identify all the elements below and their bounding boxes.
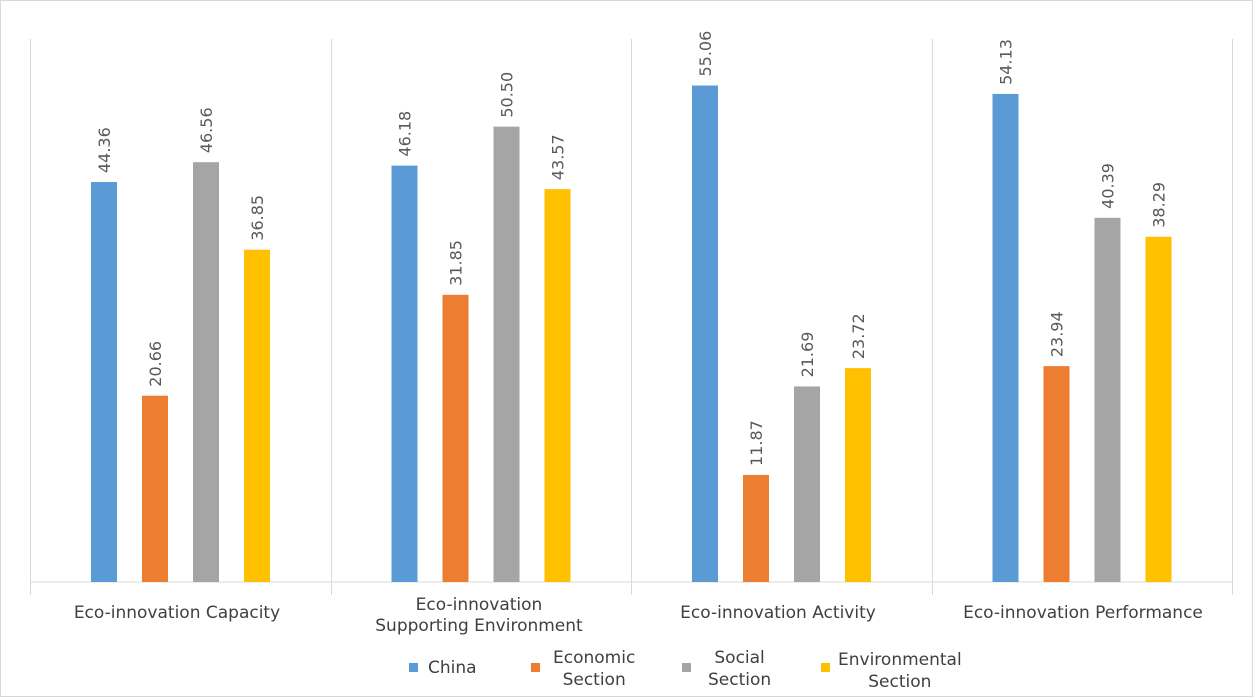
category-label-2-line-0: Eco-innovation Activity bbox=[680, 603, 876, 623]
legend-label-economic: Economic Section bbox=[553, 647, 635, 691]
data-label-s2-c2: 21.69 bbox=[798, 332, 817, 378]
category-label-1-line-0: Eco-innovation bbox=[415, 595, 543, 615]
bar-s2-c3 bbox=[1094, 217, 1121, 582]
legend-label-environmental: Environmental Section bbox=[838, 649, 962, 693]
data-label-s0-c1: 46.18 bbox=[396, 111, 415, 157]
bar-s3-c2 bbox=[845, 368, 871, 582]
legend-label-china: China bbox=[428, 657, 477, 679]
category-label-0: Eco-innovation Capacity bbox=[27, 603, 327, 624]
bar-s1-c1 bbox=[442, 294, 469, 582]
bar-s3-c3 bbox=[1145, 236, 1172, 582]
bar-s2-c2 bbox=[794, 386, 820, 582]
bar-s1-c3 bbox=[1043, 366, 1070, 582]
legend-label-environmental-line-1: Section bbox=[868, 672, 932, 692]
data-label-s2-c3: 40.39 bbox=[1099, 163, 1118, 209]
data-label-s1-c3: 23.94 bbox=[1048, 311, 1067, 357]
legend-swatch-economic bbox=[531, 663, 540, 672]
legend-label-social-line-1: Section bbox=[708, 670, 772, 690]
data-label-s2-c1: 50.50 bbox=[498, 72, 517, 118]
category-label-3-line-0: Eco-innovation Performance bbox=[963, 603, 1203, 623]
data-label-s3-c1: 43.57 bbox=[549, 134, 568, 180]
bar-s0-c2 bbox=[692, 85, 718, 583]
data-label-s3-c3: 38.29 bbox=[1150, 182, 1169, 228]
data-label-s3-c0: 36.85 bbox=[248, 195, 267, 241]
category-label-3: Eco-innovation Performance bbox=[933, 603, 1233, 624]
data-label-s0-c3: 54.13 bbox=[997, 39, 1016, 85]
bar-s0-c0 bbox=[91, 182, 117, 582]
legend-label-china-line-0: China bbox=[428, 658, 477, 678]
bar-s3-c0 bbox=[244, 249, 270, 582]
bar-s0-c1 bbox=[391, 165, 418, 582]
data-label-s2-c0: 46.56 bbox=[197, 107, 216, 153]
bar-s0-c3 bbox=[992, 93, 1019, 583]
legend-swatch-china bbox=[409, 663, 418, 672]
bar-s1-c2 bbox=[743, 474, 769, 582]
data-label-s0-c2: 55.06 bbox=[696, 31, 715, 77]
legend-swatch-environmental bbox=[821, 663, 830, 672]
category-label-1-line-1: Supporting Environment bbox=[375, 616, 583, 636]
data-label-s1-c2: 11.87 bbox=[747, 420, 766, 466]
category-label-2: Eco-innovation Activity bbox=[628, 603, 928, 624]
legend-swatch-social bbox=[682, 663, 691, 672]
category-label-1: Eco-innovation Supporting Environment bbox=[329, 595, 629, 637]
data-label-s3-c2: 23.72 bbox=[849, 313, 868, 359]
legend-label-economic-line-1: Section bbox=[562, 670, 626, 690]
legend-label-economic-line-0: Economic bbox=[553, 648, 636, 668]
data-label-s1-c0: 20.66 bbox=[146, 341, 165, 387]
legend-label-social-line-0: Social bbox=[714, 648, 765, 668]
bar-s2-c0 bbox=[193, 162, 219, 582]
legend-label-environmental-line-0: Environmental bbox=[838, 650, 962, 670]
legend-label-social: Social Section bbox=[708, 647, 771, 691]
data-label-s0-c0: 44.36 bbox=[95, 127, 114, 173]
bar-s1-c0 bbox=[142, 395, 168, 582]
bar-s2-c1 bbox=[493, 126, 520, 583]
data-label-s1-c1: 31.85 bbox=[447, 240, 466, 286]
bar-s3-c1 bbox=[544, 189, 571, 582]
category-label-0-line-0: Eco-innovation Capacity bbox=[73, 603, 281, 623]
